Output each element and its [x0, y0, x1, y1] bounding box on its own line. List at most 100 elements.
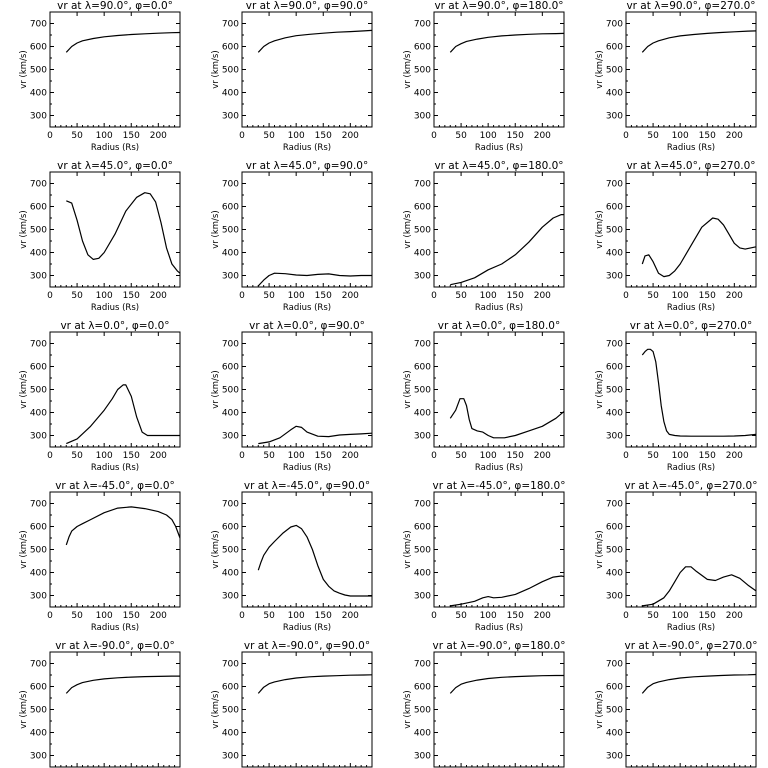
y-tick-label: 600	[606, 683, 623, 693]
y-tick-label: 700	[414, 660, 431, 670]
x-tick-label: 100	[288, 131, 305, 141]
subplot-title: vr at λ=45.0°, φ=180.0°	[434, 160, 563, 172]
x-tick-label: 50	[263, 131, 275, 141]
x-tick-label: 100	[480, 291, 497, 301]
subplot-5: vr at λ=45.0°, φ=0.0° 0 50 100 150 200 300 400 5…	[19, 160, 181, 313]
subplot-15: vr at λ=-45.0°, φ=180.0° 0 50 100 150 200 300 4…	[403, 480, 565, 633]
y-tick-label: 500	[30, 706, 47, 716]
y-tick-label: 400	[30, 89, 47, 99]
x-tick-label: 200	[342, 131, 359, 141]
y-tick-label: 500	[606, 226, 623, 236]
plot-frame	[49, 331, 181, 448]
y-tick-label: 400	[30, 409, 47, 419]
x-tick-label: 100	[672, 131, 689, 141]
y-axis-label: vr (km/s)	[19, 690, 29, 728]
y-tick-label: 700	[414, 340, 431, 350]
y-tick-label: 600	[414, 363, 431, 373]
subplot-title: vr at λ=45.0°, φ=0.0°	[57, 160, 173, 172]
y-tick-label: 600	[414, 43, 431, 53]
x-tick-label: 0	[47, 131, 53, 141]
x-tick-label: 50	[71, 131, 83, 141]
y-axis-label: vr (km/s)	[595, 530, 605, 568]
y-tick-label: 300	[222, 432, 239, 442]
y-tick-label: 600	[414, 683, 431, 693]
y-tick-label: 300	[414, 592, 431, 602]
y-tick-label: 500	[414, 66, 431, 76]
x-tick-label: 50	[455, 291, 467, 301]
plot-frame	[433, 171, 565, 288]
x-tick-label: 50	[647, 291, 659, 301]
subplot-20: vr at λ=-90.0°, φ=270.0°0501001502003004…	[595, 640, 757, 768]
y-tick-label: 600	[222, 363, 239, 373]
y-axis-label: vr (km/s)	[19, 50, 29, 88]
subplot-title: vr at λ=-90.0°, φ=270.0°	[625, 640, 758, 652]
y-axis-label: vr (km/s)	[403, 50, 413, 88]
x-tick-label: 150	[123, 131, 140, 141]
y-tick-label: 600	[606, 203, 623, 213]
x-axis-label: Radius (Rs)	[667, 463, 715, 473]
x-axis-label: Radius (Rs)	[91, 143, 139, 153]
y-tick-label: 500	[606, 546, 623, 556]
y-tick-label: 300	[606, 112, 623, 122]
y-tick-label: 600	[30, 363, 47, 373]
y-tick-label: 500	[414, 226, 431, 236]
y-axis-label: vr (km/s)	[211, 690, 221, 728]
subplot-title: vr at λ=90.0°, φ=180.0°	[434, 0, 563, 12]
subplot-title: vr at λ=-45.0°, φ=0.0°	[55, 480, 175, 492]
x-tick-label: 100	[480, 611, 497, 621]
x-tick-label: 50	[455, 611, 467, 621]
x-tick-label: 150	[699, 291, 716, 301]
y-tick-label: 600	[414, 203, 431, 213]
y-tick-label: 400	[222, 249, 239, 259]
y-tick-label: 500	[30, 386, 47, 396]
x-tick-label: 150	[315, 611, 332, 621]
subplot-3: vr at λ=90.0°, φ=180.0° 0 50 100 150 200 300 40…	[403, 0, 565, 153]
y-tick-label: 400	[606, 729, 623, 739]
subplot-4: vr at λ=90.0°, φ=270.0° 0 50 100 150 200 300 40…	[595, 0, 757, 153]
y-tick-label: 700	[414, 500, 431, 510]
x-tick-label: 200	[150, 291, 167, 301]
x-tick-label: 200	[534, 611, 551, 621]
subplot-title: vr at λ=90.0°, φ=0.0°	[57, 0, 173, 12]
y-tick-label: 500	[30, 66, 47, 76]
x-tick-label: 200	[150, 611, 167, 621]
x-tick-label: 0	[431, 611, 437, 621]
subplot-title: vr at λ=90.0°, φ=270.0°	[626, 0, 755, 12]
y-tick-label: 600	[414, 523, 431, 533]
series-line	[641, 348, 757, 437]
y-tick-label: 400	[222, 89, 239, 99]
y-tick-label: 700	[30, 180, 47, 190]
y-tick-label: 300	[414, 272, 431, 282]
y-axis-label: vr (km/s)	[211, 210, 221, 248]
y-tick-label: 700	[606, 20, 623, 30]
y-tick-label: 600	[606, 43, 623, 53]
subplot-title: vr at λ=-45.0°, φ=270.0°	[625, 480, 758, 492]
x-tick-label: 50	[71, 611, 83, 621]
x-tick-label: 200	[342, 451, 359, 461]
x-tick-label: 0	[431, 291, 437, 301]
x-axis-label: Radius (Rs)	[283, 623, 331, 633]
y-tick-label: 600	[222, 203, 239, 213]
x-axis-label: Radius (Rs)	[475, 143, 523, 153]
subplot-10: vr at λ=0.0°, φ=90.0° 0 50 100 150 200 300 400 5…	[211, 320, 373, 473]
y-tick-label: 300	[414, 752, 431, 762]
plot-frame	[433, 11, 565, 128]
x-axis-label: Radius (Rs)	[283, 463, 331, 473]
subplot-9: vr at λ=0.0°, φ=0.0° 0 50 100 150 200 300 400 50…	[19, 320, 181, 473]
y-tick-label: 500	[222, 546, 239, 556]
y-tick-label: 700	[222, 340, 239, 350]
x-tick-label: 200	[342, 291, 359, 301]
y-tick-label: 300	[606, 432, 623, 442]
x-axis-label: Radius (Rs)	[91, 463, 139, 473]
subplot-7: vr at λ=45.0°, φ=180.0° 0 50 100 150 200 300 40…	[403, 160, 565, 313]
y-axis-label: vr (km/s)	[19, 210, 29, 248]
x-tick-label: 200	[726, 451, 743, 461]
x-tick-label: 0	[431, 451, 437, 461]
x-tick-label: 0	[239, 291, 245, 301]
subplot-16: vr at λ=-45.0°, φ=270.0° 0 50 100 150 200 300 4…	[595, 480, 757, 633]
y-tick-label: 600	[30, 523, 47, 533]
x-tick-label: 100	[480, 451, 497, 461]
x-tick-label: 150	[507, 611, 524, 621]
series-line	[449, 674, 564, 694]
x-axis-label: Radius (Rs)	[283, 303, 331, 313]
